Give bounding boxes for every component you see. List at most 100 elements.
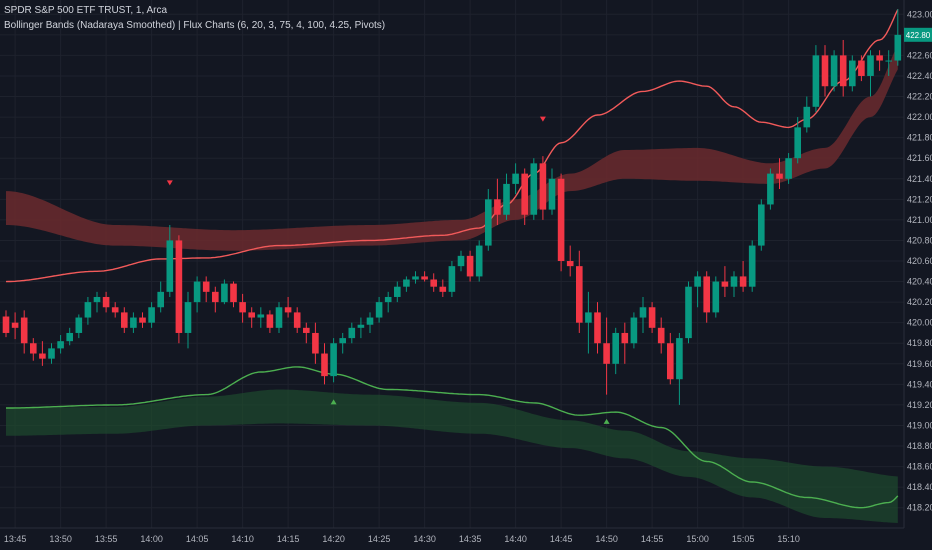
price-tick-label: 420.60 bbox=[907, 256, 932, 266]
candle-down bbox=[175, 235, 183, 344]
candle-up bbox=[758, 199, 765, 251]
candle-down bbox=[603, 317, 610, 395]
candle-up bbox=[57, 335, 64, 354]
indicator-title[interactable]: Bollinger Bands (Nadaraya Smoothed) | Fl… bbox=[4, 20, 386, 31]
symbol-title[interactable]: SPDR S&P 500 ETF TRUST, 1, Arca bbox=[4, 5, 168, 16]
candle-up bbox=[275, 302, 283, 333]
candle-body bbox=[221, 283, 228, 303]
time-axis[interactable]: 13:45 13:50 13:55 14:00 14:05 14:10 14:15 14:20… bbox=[4, 534, 800, 544]
time-tick-label: 15:05 bbox=[732, 534, 755, 544]
candle-body bbox=[758, 204, 765, 246]
candle-up bbox=[530, 158, 538, 220]
candle-down bbox=[667, 332, 674, 385]
price-tick-label: 421.80 bbox=[907, 133, 932, 143]
price-tick-label: 420.40 bbox=[907, 277, 932, 287]
price-tick-label: 419.80 bbox=[907, 338, 932, 348]
candle-body bbox=[494, 199, 501, 215]
candle-body bbox=[485, 199, 492, 246]
price-tick-label: 418.40 bbox=[907, 482, 932, 492]
candle-down bbox=[539, 156, 547, 220]
candle-up bbox=[193, 276, 201, 313]
candle-body bbox=[539, 163, 547, 210]
candle-body bbox=[239, 302, 246, 313]
candle-up bbox=[157, 281, 164, 313]
price-tick-label: 422.20 bbox=[907, 92, 932, 102]
candle-body bbox=[66, 332, 73, 342]
candle-body bbox=[366, 317, 374, 325]
price-tick-label: 418.20 bbox=[907, 503, 932, 513]
candle-up bbox=[812, 45, 820, 112]
candle-body bbox=[503, 183, 510, 215]
candle-up bbox=[357, 317, 365, 339]
candle-down bbox=[421, 271, 428, 282]
candle-body bbox=[839, 55, 847, 87]
candle-body bbox=[439, 286, 447, 292]
bollinger-bands bbox=[5, 9, 899, 523]
candle-body bbox=[430, 279, 437, 287]
candle-body bbox=[667, 343, 674, 380]
pivot-markers bbox=[166, 116, 610, 424]
candle-body bbox=[275, 307, 283, 328]
candle-up bbox=[166, 225, 174, 297]
candle-up bbox=[503, 173, 510, 220]
candle-up bbox=[93, 291, 101, 313]
candle-down bbox=[239, 293, 246, 323]
candle-body bbox=[612, 332, 619, 364]
candle-up bbox=[585, 291, 592, 354]
candle-up bbox=[748, 240, 756, 292]
time-tick-label: 14:20 bbox=[322, 534, 345, 544]
candle-body bbox=[858, 60, 865, 76]
candle-body bbox=[130, 317, 137, 328]
candle-body bbox=[703, 276, 710, 313]
candle-body bbox=[794, 127, 801, 159]
candle-body bbox=[11, 322, 19, 328]
candle-down bbox=[39, 341, 46, 366]
candle-body bbox=[193, 281, 201, 303]
candle-up bbox=[457, 250, 465, 272]
candle-body bbox=[175, 240, 183, 333]
candle-body bbox=[412, 276, 419, 280]
candle-down bbox=[576, 250, 583, 333]
time-tick-label: 14:15 bbox=[277, 534, 300, 544]
candle-up bbox=[894, 9, 902, 66]
candle-body bbox=[830, 55, 838, 87]
candle-body bbox=[776, 173, 783, 179]
candle-up bbox=[366, 312, 374, 333]
candle-up bbox=[48, 343, 55, 364]
candle-body bbox=[30, 343, 37, 354]
candle-body bbox=[212, 291, 219, 303]
candle-body bbox=[48, 348, 55, 359]
time-tick-label: 14:40 bbox=[504, 534, 527, 544]
candle-down bbox=[266, 310, 274, 333]
candle-up bbox=[403, 276, 410, 292]
candle-body bbox=[548, 178, 556, 210]
upper-band-line bbox=[5, 9, 899, 283]
candle-up bbox=[475, 240, 483, 282]
lower-band-line bbox=[6, 366, 899, 509]
candle-up bbox=[730, 271, 738, 297]
price-tick-label: 421.20 bbox=[907, 194, 932, 204]
candle-down bbox=[594, 302, 601, 354]
candle-up bbox=[612, 327, 619, 375]
lower-band-fill bbox=[6, 389, 898, 523]
pivot-low-marker bbox=[330, 399, 337, 405]
time-tick-label: 15:10 bbox=[777, 534, 800, 544]
candle-down bbox=[566, 245, 574, 277]
candle-body bbox=[357, 324, 365, 328]
candle-up bbox=[375, 296, 383, 323]
candle-body bbox=[330, 343, 337, 377]
candle-down bbox=[321, 343, 328, 385]
candle-up bbox=[75, 314, 83, 339]
candle-body bbox=[448, 266, 456, 292]
candle-down bbox=[858, 55, 865, 82]
candle-up bbox=[448, 261, 456, 297]
candle-body bbox=[121, 312, 128, 328]
candle-body bbox=[339, 338, 346, 344]
candle-down bbox=[466, 250, 474, 282]
candle-body bbox=[767, 173, 774, 205]
candle-up bbox=[685, 281, 692, 344]
price-axis[interactable]: 423.00 422.80 422.60 422.40 422.20 422.00 421.… bbox=[907, 9, 932, 512]
candle-up bbox=[412, 271, 419, 284]
candle-body bbox=[876, 55, 883, 61]
